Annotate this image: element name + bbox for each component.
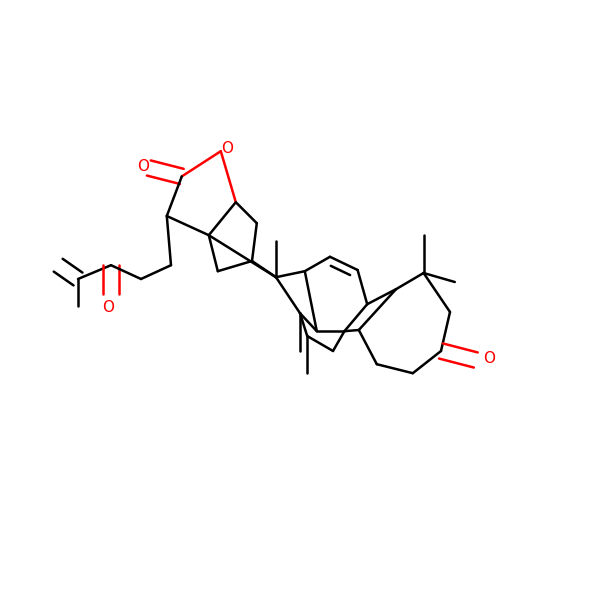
Text: O: O bbox=[137, 158, 149, 174]
Text: O: O bbox=[102, 299, 114, 314]
Text: O: O bbox=[221, 141, 233, 156]
Text: O: O bbox=[483, 351, 495, 366]
